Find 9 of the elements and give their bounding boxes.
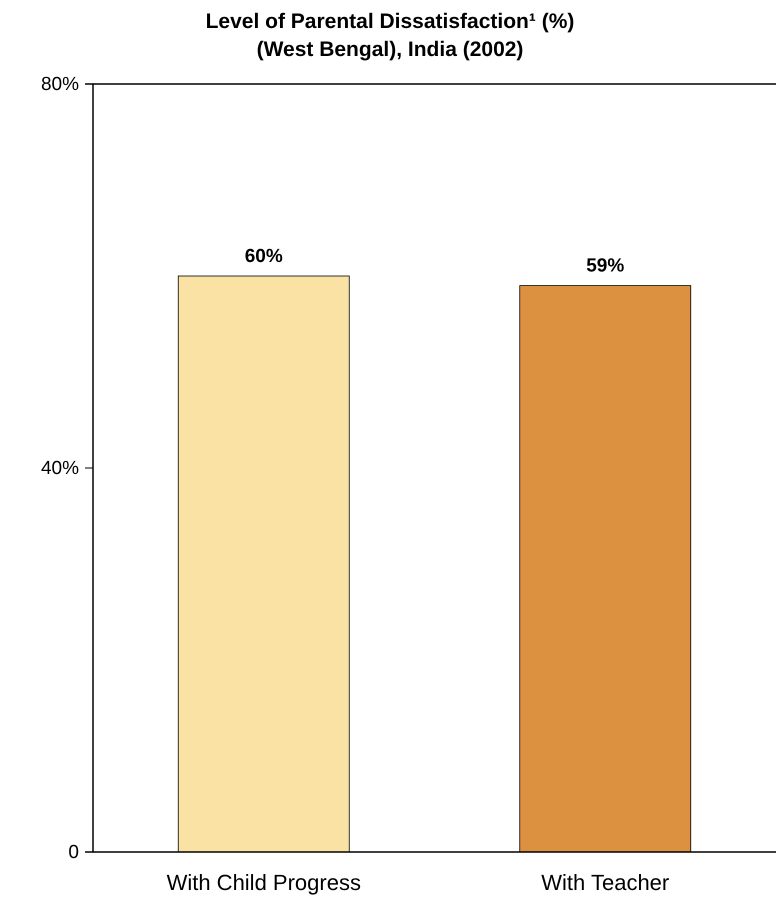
x-tick-label: With Teacher [541,870,670,896]
y-tick-label: 80% [40,74,80,96]
y-tick-label: 0 [68,842,79,864]
data-label: 60% [244,246,283,267]
chart-subtitle: (West Bengal), India (2002) [256,38,524,61]
chart-title: Level of Parental Dissatisfaction¹ (%) [206,10,574,33]
y-tick-label: 40% [40,458,80,480]
x-tick-label: With Child Progress [166,870,361,896]
data-label: 59% [586,256,624,277]
